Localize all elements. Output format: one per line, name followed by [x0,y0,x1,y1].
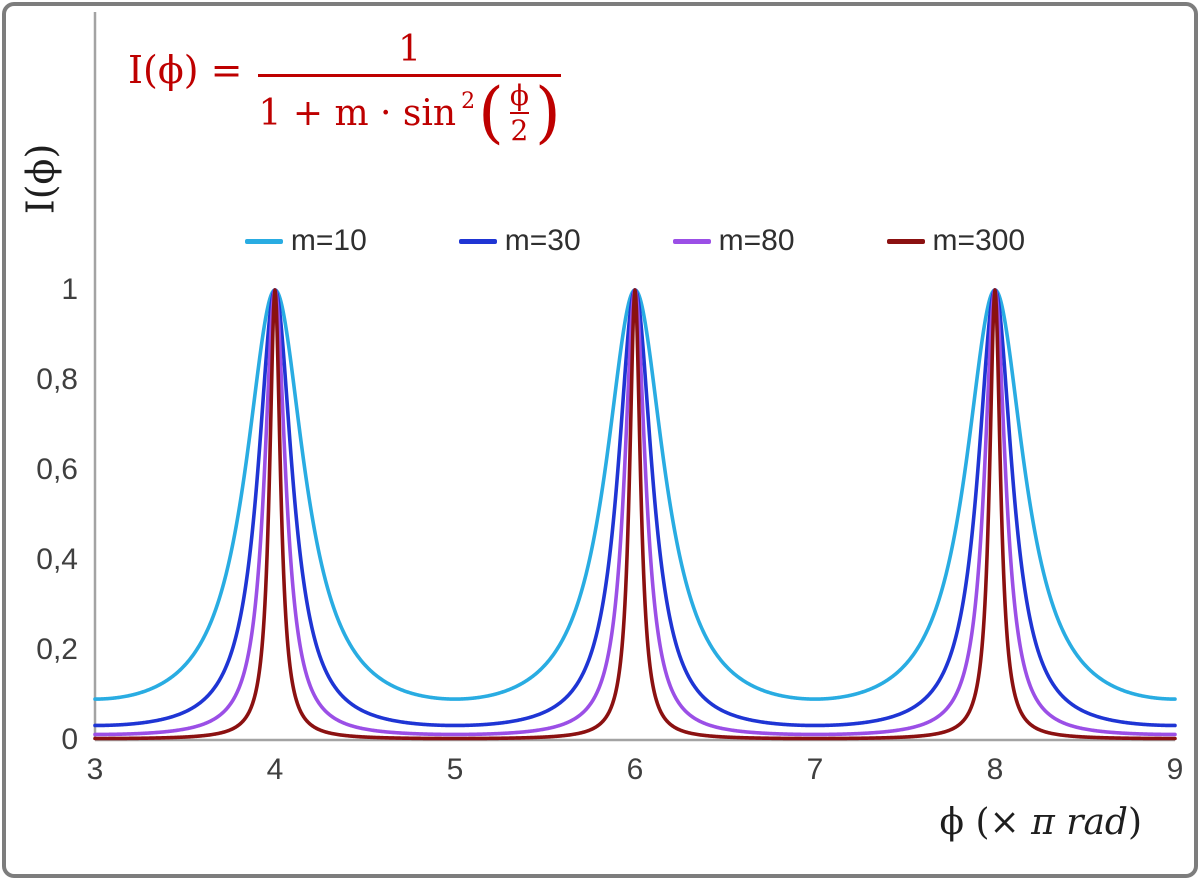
formula-open-paren: ( [478,74,504,152]
y-tick-label: 0,4 [36,543,78,576]
formula-exponent: 2 [461,88,476,114]
legend-swatch [672,238,711,244]
formula-inner-fraction: ϕ 2 [509,78,529,148]
x-tick-label: 7 [806,753,824,786]
formula-fraction-bar [258,73,561,77]
x-axis-title-post: ) [1127,802,1142,843]
y-tick-label: 0 [61,723,78,756]
legend-swatch [244,238,283,244]
x-axis-title-pre: ϕ (× [939,802,1032,843]
x-tick-label: 3 [86,753,104,786]
formula-close-paren: ) [534,74,561,152]
formula-numerator: 1 [398,29,422,70]
intensity-formula: I(ϕ) = 1 1 + m · sin 2 ( ϕ 2 ) [128,30,561,146]
legend-swatch [886,238,925,244]
legend-label: m=10 [290,224,367,257]
y-tick-label: 0,8 [36,363,78,396]
legend-item-m-80: m=80 [672,224,795,258]
formula-denominator: 1 + m · sin 2 ( ϕ 2 ) [258,74,561,152]
curve-m-80 [93,288,1177,737]
legend-item-m-10: m=10 [244,224,367,258]
legend-item-m-300: m=300 [886,224,1026,258]
x-tick-label: 5 [446,753,464,786]
legend-label: m=30 [504,224,581,257]
x-tick-label: 9 [1166,753,1184,786]
x-axis-title: ϕ (× π rad) [939,802,1142,843]
formula-lhs: I(ϕ) = [128,47,243,92]
legend-label: m=300 [932,224,1026,257]
y-tick-label: 1 [61,273,78,306]
inner-fraction-numerator: ϕ [509,78,529,112]
y-axis-title-wrap: I(ϕ) [14,124,66,234]
curve-m-300 [93,288,1177,741]
x-tick-label: 8 [986,753,1004,786]
x-tick-label: 6 [626,753,644,786]
inner-fraction-bar [509,111,529,115]
y-tick-label: 0,6 [36,453,78,486]
inner-fraction-denominator: 2 [510,114,529,148]
legend-item-m-30: m=30 [458,224,581,258]
formula-denominator-text: 1 + m · sin [258,92,457,134]
curve-m-30 [93,288,1177,728]
legend: m=10 m=30 m=80 m=300 [95,224,1175,258]
y-axis-title: I(ϕ) [18,143,63,215]
legend-swatch [458,238,497,244]
x-tick-label: 4 [266,753,284,786]
y-tick-label: 0,2 [36,633,78,666]
x-axis-title-italic: π rad [1031,802,1128,843]
formula-fraction: 1 1 + m · sin 2 ( ϕ 2 ) [258,29,561,152]
legend-label: m=80 [718,224,795,257]
